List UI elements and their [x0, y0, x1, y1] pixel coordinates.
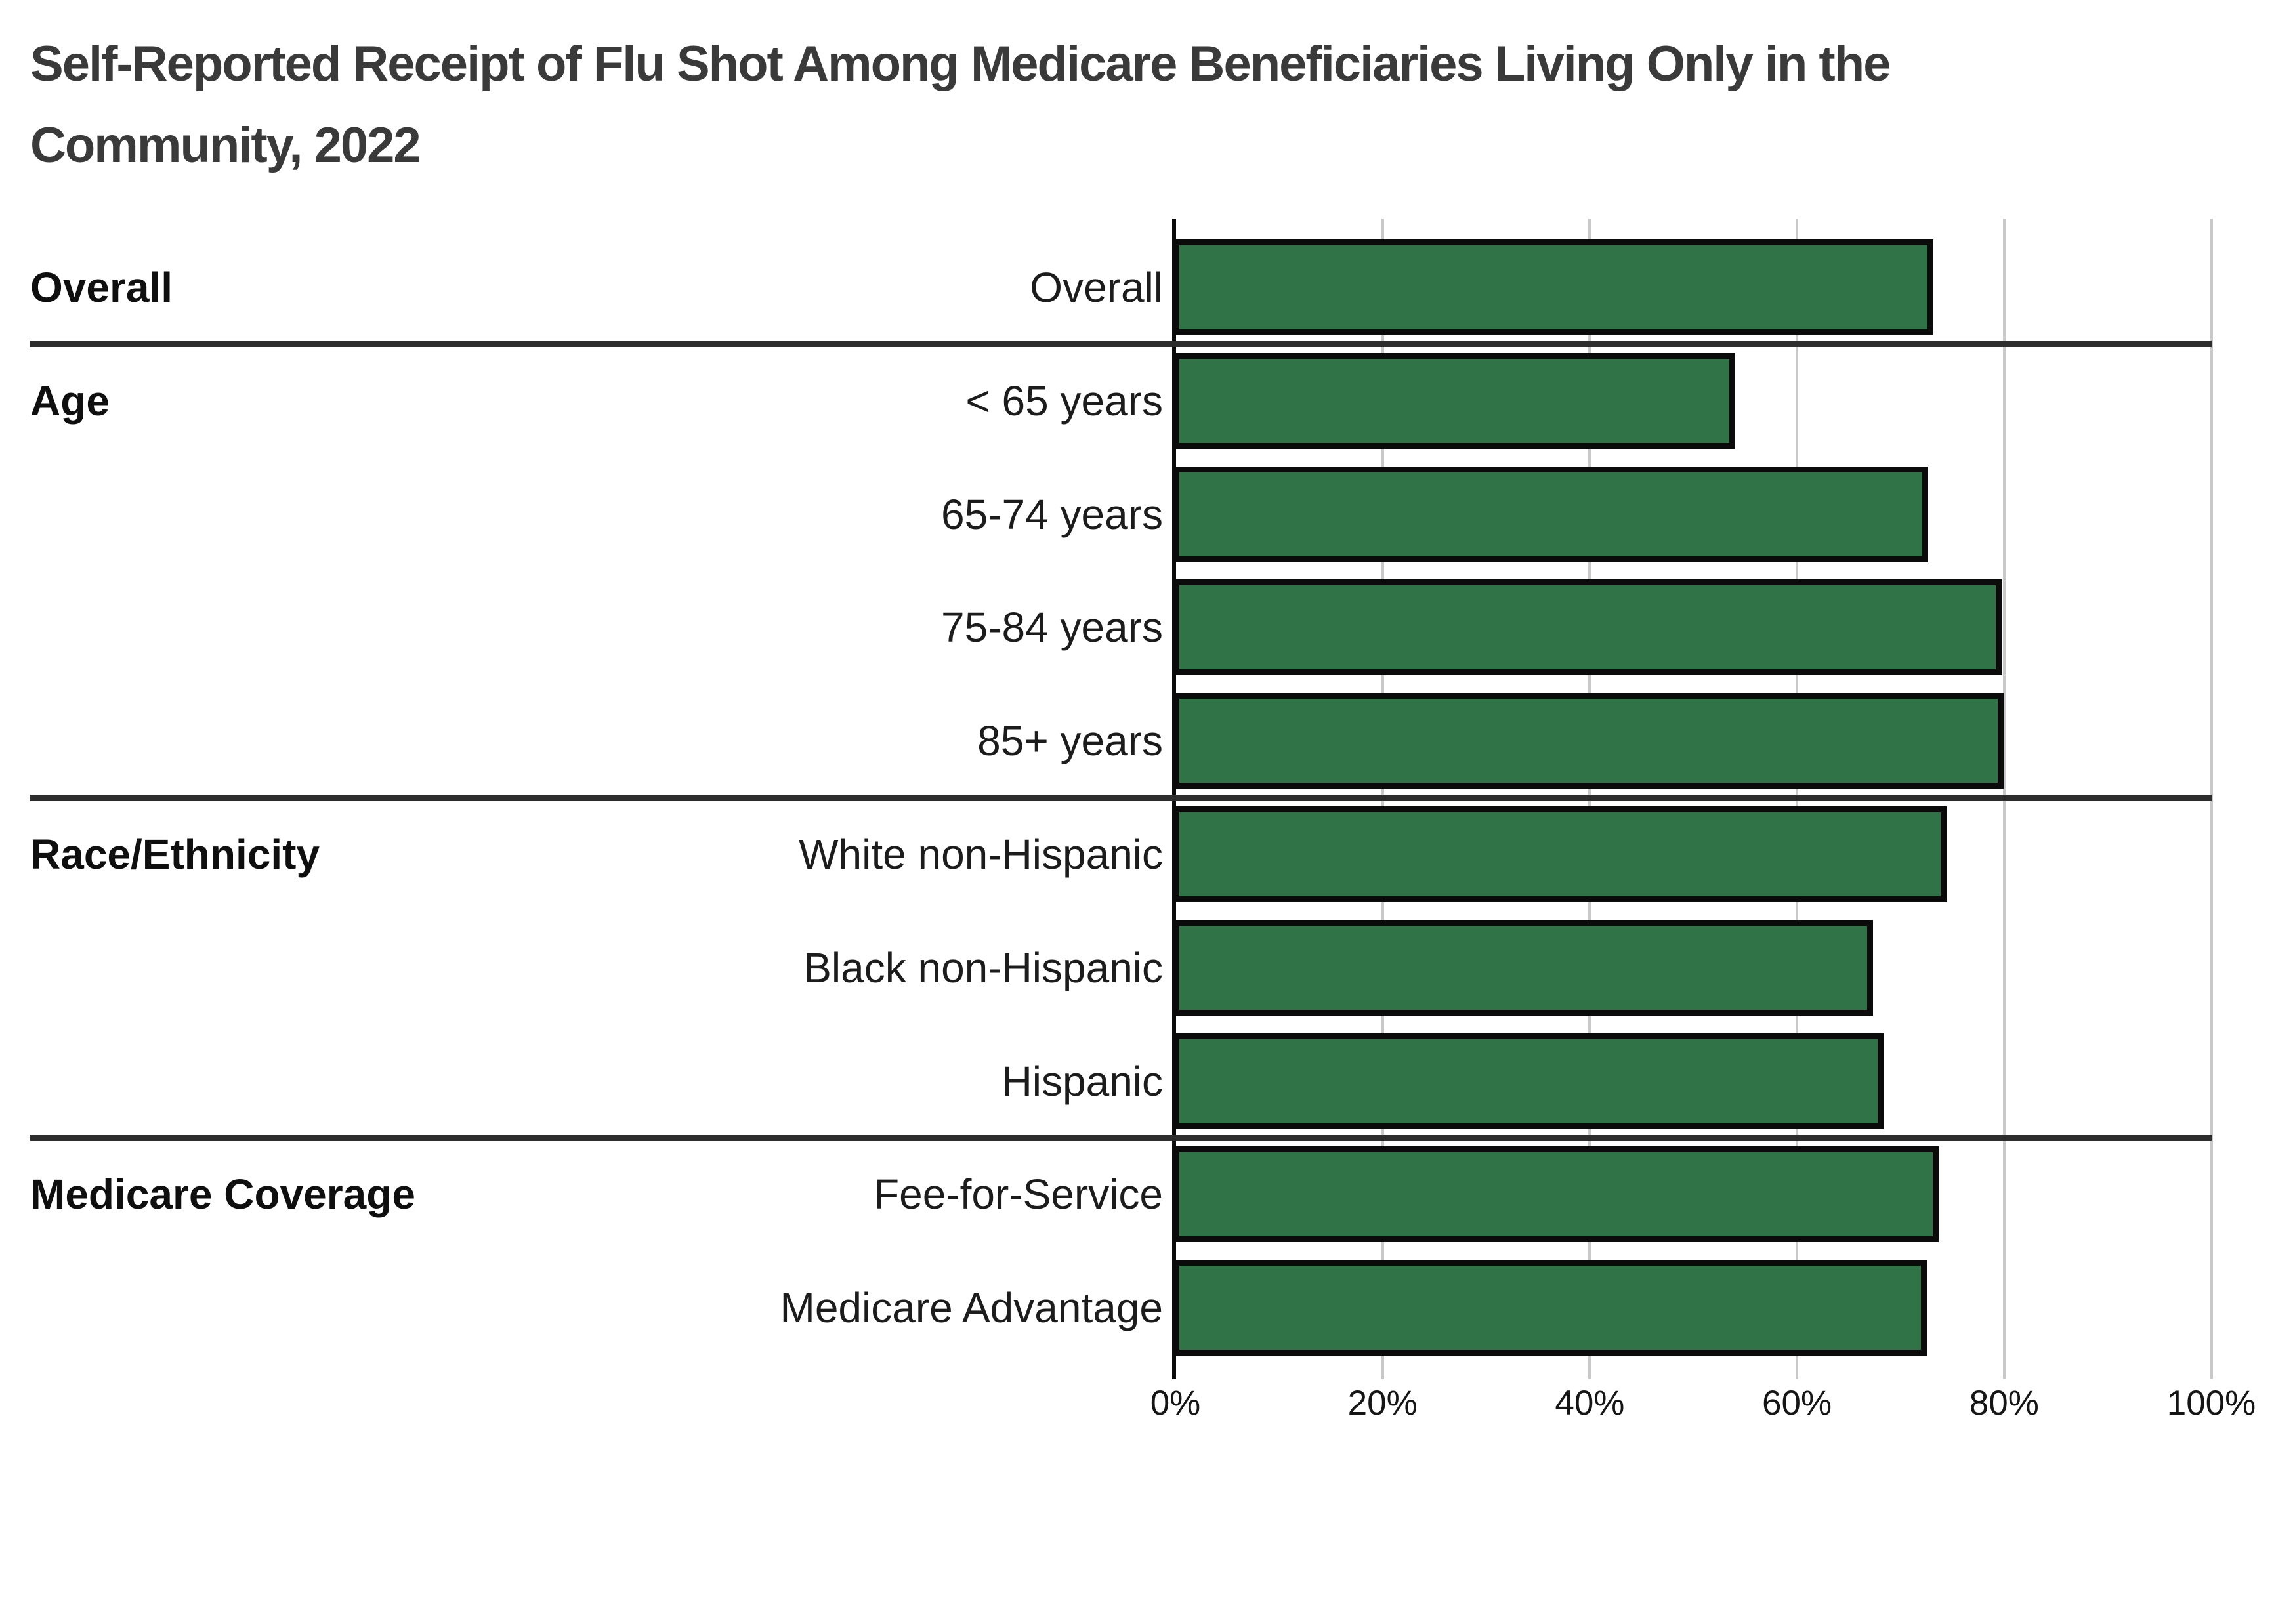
x-axis-tick-label: 0% [1150, 1384, 1201, 1423]
x-axis-tick-label: 20% [1347, 1384, 1418, 1423]
group-label-medicare-coverage: Medicare Coverage [30, 1171, 415, 1218]
bar-white-non-hispanic [1173, 806, 1947, 902]
row-label: White non-Hispanic [799, 831, 1163, 878]
bar-black-non-hispanic [1173, 920, 1873, 1016]
row-label: Black non-Hispanic [803, 944, 1163, 991]
bar-75-84-years [1173, 579, 2002, 675]
bar-hispanic [1173, 1033, 1884, 1129]
x-axis-tick-label: 80% [1969, 1384, 2039, 1423]
bar-medicare-advantage [1173, 1260, 1927, 1356]
row-label: 65-74 years [941, 491, 1163, 538]
x-axis-tick-label: 100% [2166, 1384, 2256, 1423]
bar-65-74-years [1173, 467, 1928, 562]
row-label: < 65 years [965, 377, 1163, 425]
bar-85-years [1173, 693, 2004, 789]
group-label-race-ethnicity: Race/Ethnicity [30, 831, 320, 878]
bar--65-years [1173, 353, 1735, 449]
row-label: Medicare Advantage [780, 1284, 1164, 1331]
row-label: 85+ years [977, 717, 1163, 764]
group-label-overall: Overall [30, 264, 173, 311]
x-axis-tick-label: 40% [1555, 1384, 1625, 1423]
group-separator-line [30, 795, 2212, 801]
group-label-age: Age [30, 377, 110, 425]
row-label: Overall [1030, 264, 1163, 311]
row-label: 75-84 years [941, 604, 1163, 651]
chart-title: Self-Reported Receipt of Flu Shot Among … [30, 24, 1891, 186]
x-axis-tick-label: 60% [1762, 1384, 1832, 1423]
row-label: Fee-for-Service [874, 1171, 1163, 1218]
chart-title-line-1: Self-Reported Receipt of Flu Shot Among … [30, 36, 1891, 92]
chart-title-line-2: Community, 2022 [30, 117, 421, 173]
row-label: Hispanic [1001, 1058, 1163, 1105]
group-separator-line [30, 341, 2212, 347]
bar-fee-for-service [1173, 1146, 1939, 1242]
bar-overall [1173, 239, 1933, 335]
group-separator-line [30, 1135, 2212, 1141]
